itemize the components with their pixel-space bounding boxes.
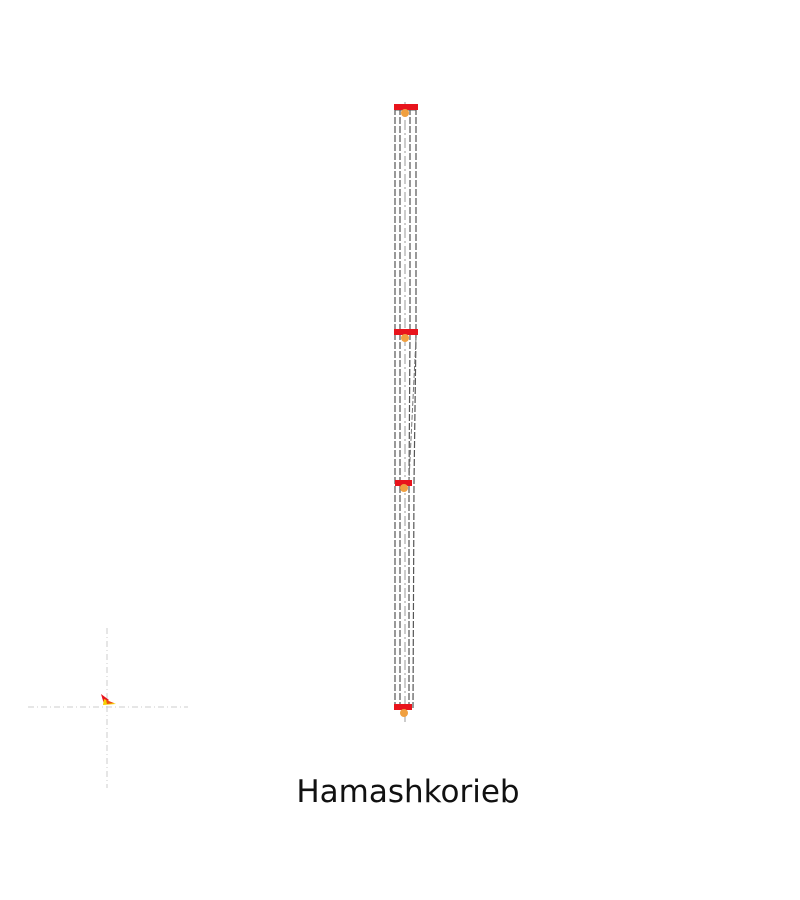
node-markers [400,109,409,717]
coordinate-origin-icon [101,694,116,705]
coordinate-origin [28,628,188,788]
joint-markers [394,104,418,710]
node-dot-icon [401,109,409,117]
joint-marker-icon [395,480,412,486]
diagram-caption: Hamashkorieb [296,774,520,810]
frame-post-outer-right [412,108,417,709]
node-dot-icon [401,334,409,342]
joint-marker-icon [394,329,418,335]
frame-diagonal [408,337,417,481]
frame-structure [394,102,417,722]
joint-marker-icon [394,704,412,710]
node-dot-icon [400,484,408,492]
node-dot-icon [400,709,408,717]
joint-marker-icon [394,104,418,110]
frame-post-inner-right [408,108,411,708]
